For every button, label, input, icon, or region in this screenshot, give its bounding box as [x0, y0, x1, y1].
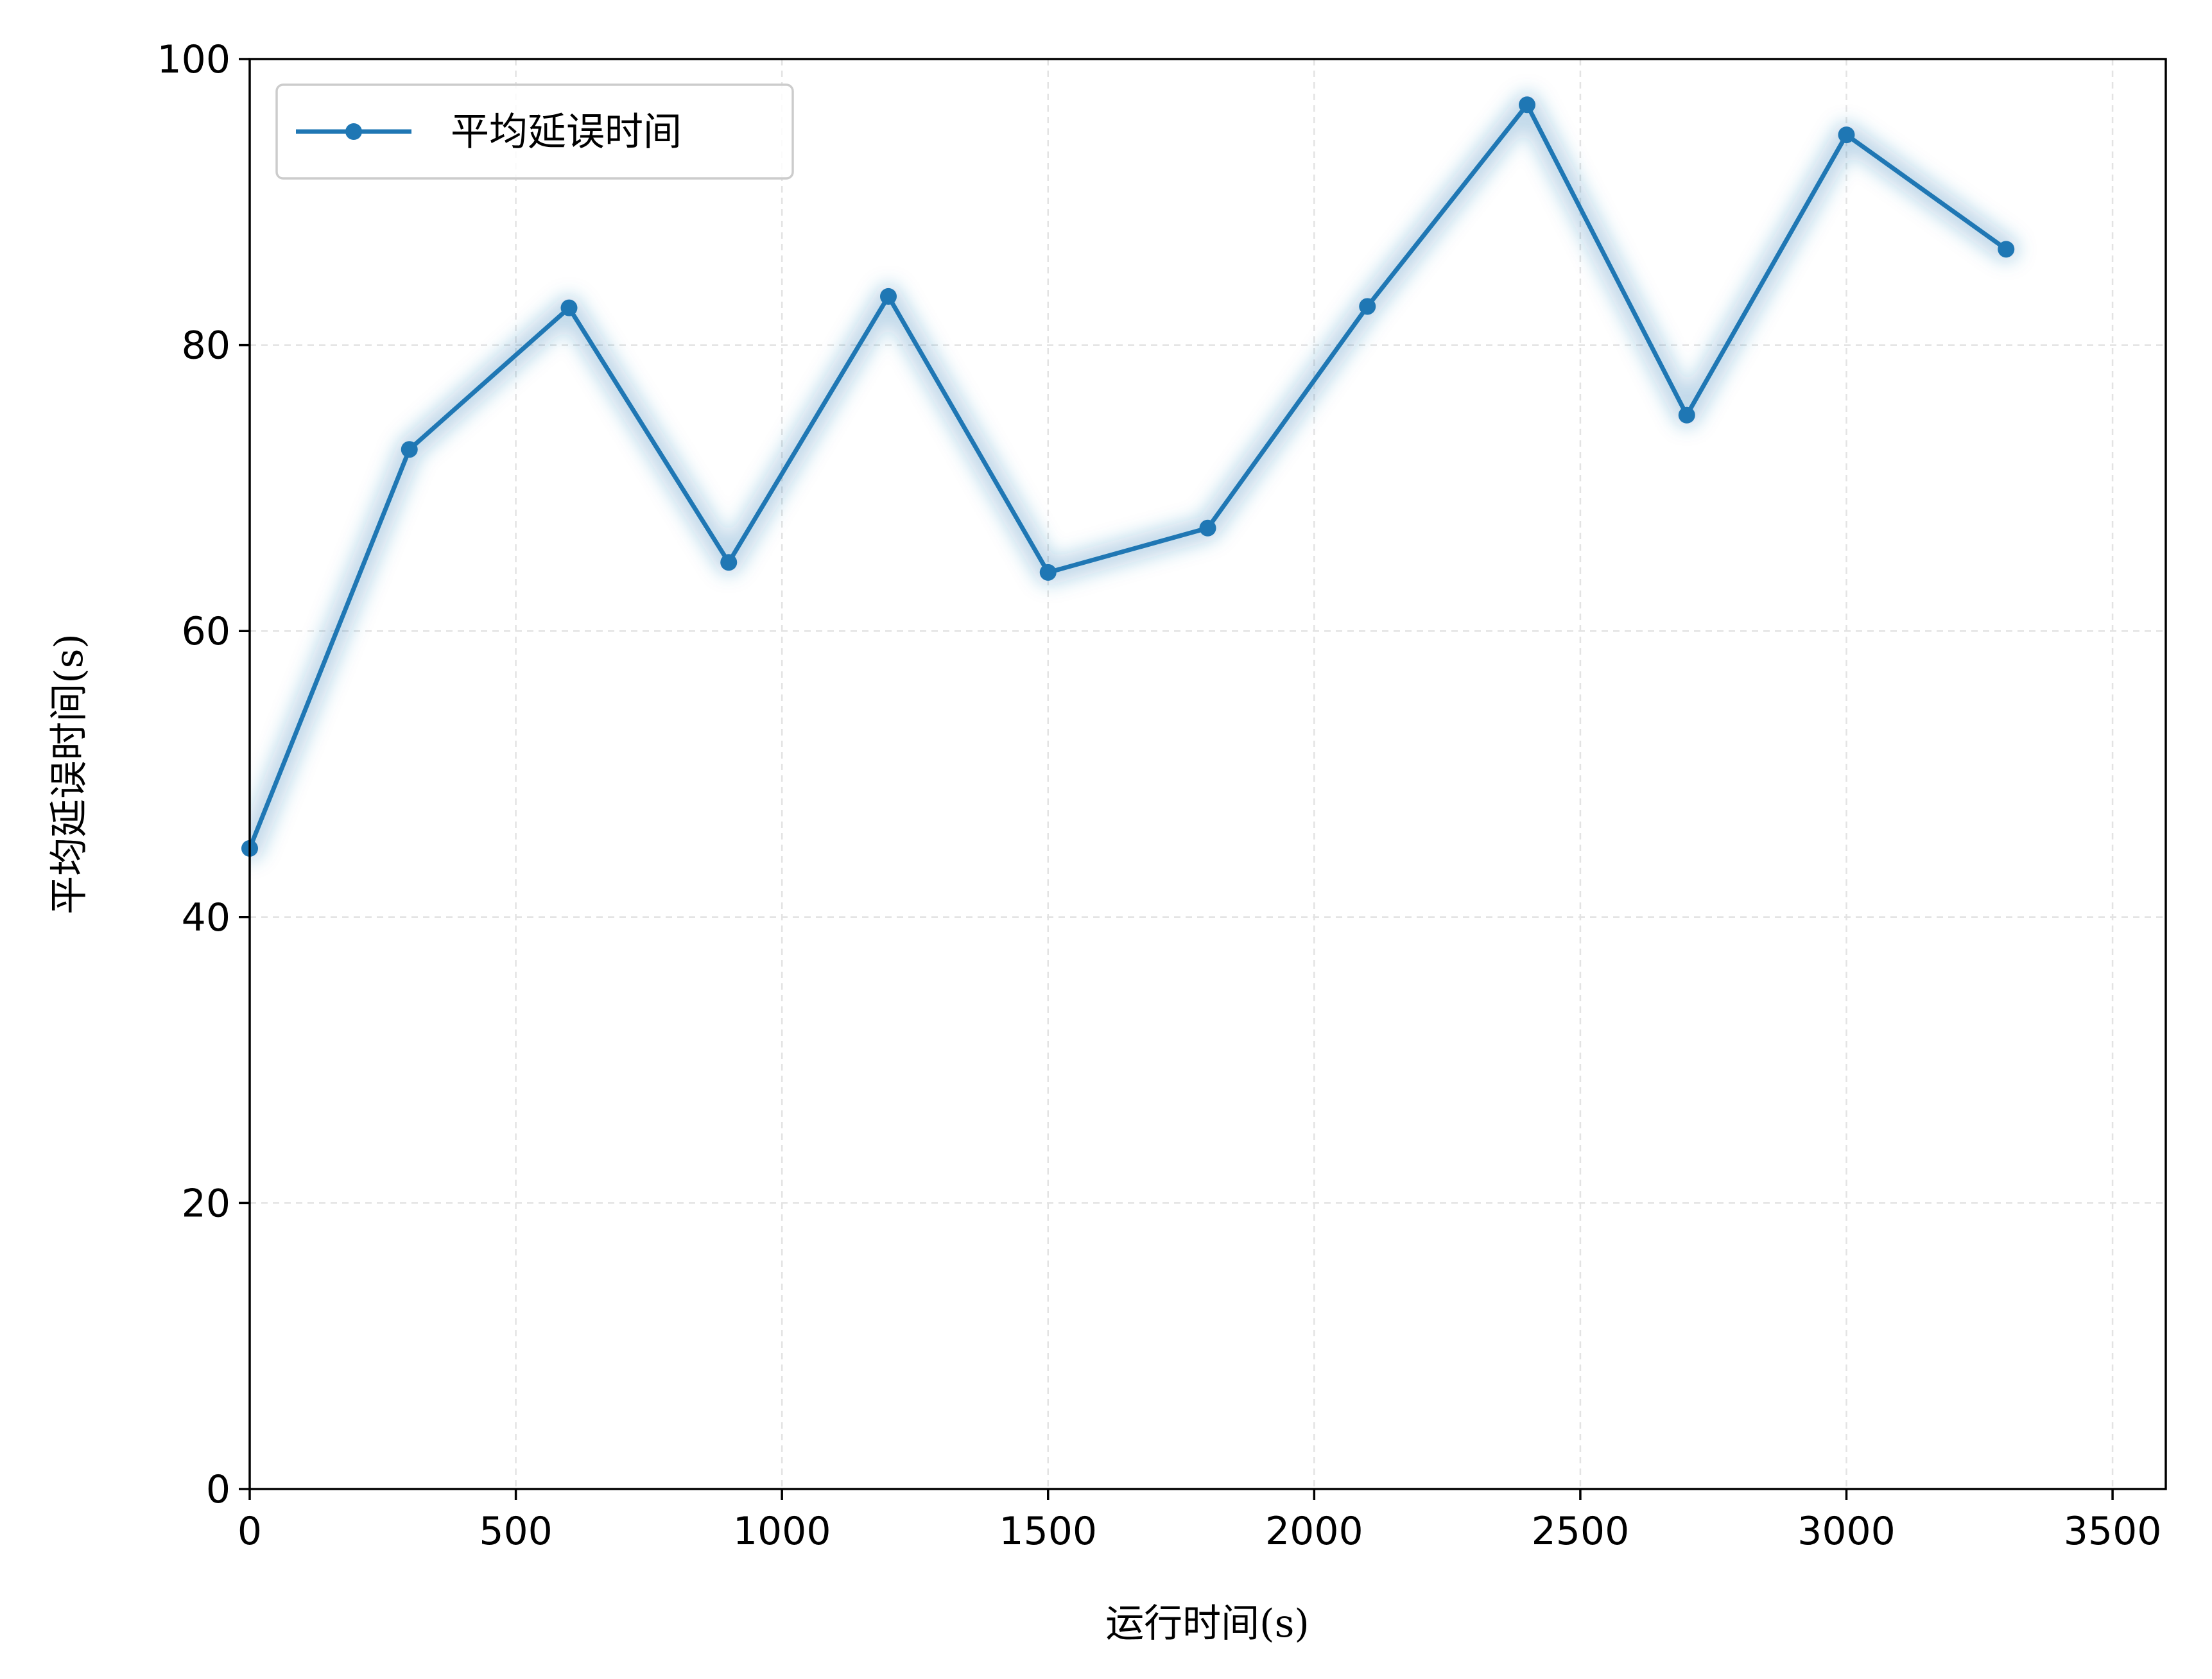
legend: 平均延误时间: [275, 83, 794, 180]
axis-ticks: 0 500 1000 1500 2000 2500 3000 3500 0 20 40 60 80 100: [157, 37, 2161, 1554]
y-tick-label: 80: [182, 323, 230, 368]
series-layer: [241, 96, 2015, 857]
x-tick-label: 1000: [733, 1509, 831, 1554]
x-tick-label: 2500: [1532, 1509, 1630, 1554]
data-point: [720, 554, 738, 571]
x-tick-label: 3500: [2064, 1509, 2162, 1554]
data-point: [1199, 519, 1216, 537]
data-point: [401, 441, 418, 458]
data-point: [1359, 298, 1376, 315]
legend-label: 平均延误时间: [451, 110, 682, 155]
data-point: [560, 299, 578, 316]
x-tick-label: 500: [479, 1509, 553, 1554]
data-point: [1998, 241, 2015, 258]
data-point: [1519, 96, 1535, 114]
x-tick-label: 3000: [1797, 1509, 1896, 1554]
series-line: [247, 102, 2008, 850]
x-tick-label: 1500: [999, 1509, 1097, 1554]
legend-marker-swatch: [345, 123, 362, 140]
data-point: [1039, 564, 1057, 581]
data-point: [1838, 126, 1855, 144]
x-axis-title: 运行时间(s): [1105, 1601, 1309, 1646]
data-point: [1678, 406, 1695, 424]
y-tick-label: 20: [182, 1181, 230, 1226]
x-tick-label: 2000: [1265, 1509, 1363, 1554]
y-tick-label: 0: [206, 1467, 230, 1512]
data-point: [880, 288, 897, 305]
y-tick-label: 60: [182, 609, 230, 654]
y-tick-label: 40: [182, 895, 230, 940]
y-tick-label: 100: [157, 37, 230, 82]
y-axis-title: 平均延误时间(s): [47, 633, 92, 915]
plot-frame: [248, 58, 2167, 1490]
legend-box: [275, 83, 794, 180]
x-tick-label: 0: [238, 1509, 262, 1554]
